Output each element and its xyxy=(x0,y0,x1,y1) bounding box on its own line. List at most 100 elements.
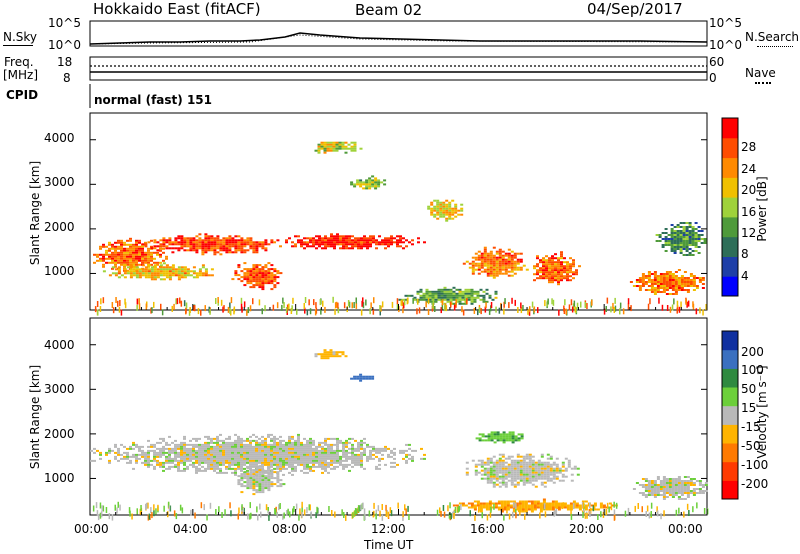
data-cell xyxy=(661,232,665,234)
data-cell xyxy=(516,483,520,486)
data-cell xyxy=(186,467,189,470)
data-cell xyxy=(494,292,498,295)
data-cell xyxy=(455,299,457,306)
data-cell xyxy=(138,268,142,271)
data-cell xyxy=(258,475,262,478)
data-cell xyxy=(597,514,599,520)
data-cell xyxy=(95,502,98,509)
data-cell xyxy=(332,145,336,148)
data-cell xyxy=(554,263,557,266)
data-cell xyxy=(288,463,291,466)
data-cell xyxy=(494,296,498,299)
data-cell xyxy=(476,292,480,295)
data-cell xyxy=(483,252,487,255)
data-cell xyxy=(330,233,333,236)
data-cell xyxy=(487,435,491,438)
data-cell xyxy=(503,506,507,509)
data-cell xyxy=(90,449,93,452)
data-cell xyxy=(369,449,372,452)
data-cell xyxy=(135,247,138,250)
data-cell xyxy=(288,435,291,438)
data-cell xyxy=(671,283,675,285)
data-cell xyxy=(692,478,696,480)
data-cell xyxy=(356,375,360,378)
data-cell xyxy=(186,241,190,244)
data-cell xyxy=(510,479,514,482)
data-cell xyxy=(323,141,327,144)
data-cell xyxy=(553,510,556,517)
data-cell xyxy=(360,447,363,450)
data-cell xyxy=(177,268,181,271)
data-cell xyxy=(492,274,496,277)
data-cell xyxy=(189,457,192,460)
data-cell xyxy=(126,257,129,260)
data-cell xyxy=(309,241,312,244)
data-cell xyxy=(473,500,477,503)
data-cell xyxy=(549,469,553,472)
data-cell xyxy=(525,453,529,456)
data-cell xyxy=(425,292,429,295)
data-cell xyxy=(327,237,330,240)
data-cell xyxy=(519,260,523,263)
data-cell xyxy=(350,145,354,148)
data-cell xyxy=(486,477,490,480)
data-cell xyxy=(329,353,333,356)
data-cell xyxy=(671,494,675,496)
data-cell xyxy=(489,270,493,273)
data-cell xyxy=(141,268,145,271)
data-cell xyxy=(139,508,142,515)
data-cell xyxy=(174,241,178,244)
data-cell xyxy=(204,459,207,462)
data-cell xyxy=(255,249,259,252)
data-cell xyxy=(525,467,529,470)
data-cell xyxy=(493,441,497,444)
data-cell xyxy=(656,283,660,285)
data-cell xyxy=(662,480,666,482)
data-cell xyxy=(563,506,567,509)
data-cell xyxy=(695,480,699,482)
data-cell xyxy=(324,437,327,440)
data-cell xyxy=(273,274,277,277)
data-cell xyxy=(165,441,168,444)
data-cell xyxy=(333,451,336,454)
data-cell xyxy=(312,451,315,454)
data-cell xyxy=(467,288,471,291)
data-cell xyxy=(461,306,463,313)
data-cell xyxy=(677,488,681,490)
data-cell xyxy=(487,439,491,442)
data-cell xyxy=(144,463,147,466)
data-cell xyxy=(689,275,693,277)
data-cell xyxy=(225,245,229,248)
data-cell xyxy=(231,457,234,460)
data-cell xyxy=(174,449,177,452)
data-cell xyxy=(180,461,183,464)
data-cell xyxy=(132,467,135,470)
data-cell xyxy=(195,235,199,238)
data-cell xyxy=(433,205,437,208)
data-cell xyxy=(369,451,372,454)
data-cell xyxy=(542,259,545,262)
velocity-ytick-1000: 1000 xyxy=(44,471,75,485)
data-cell xyxy=(234,433,237,436)
data-cell xyxy=(228,463,231,466)
data-cell xyxy=(396,298,399,305)
data-cell xyxy=(135,241,138,244)
data-cell xyxy=(129,447,132,450)
data-cell xyxy=(291,443,294,446)
data-cell xyxy=(219,249,223,252)
xlabel: Time UT xyxy=(364,538,414,552)
data-cell xyxy=(279,479,283,482)
data-cell xyxy=(261,479,265,482)
data-cell xyxy=(531,469,535,472)
data-cell xyxy=(537,473,541,476)
data-cell xyxy=(156,447,159,450)
data-cell xyxy=(210,457,213,460)
data-cell xyxy=(123,249,126,252)
data-cell xyxy=(156,276,160,279)
data-cell xyxy=(486,260,490,263)
data-cell xyxy=(312,245,315,248)
data-cell xyxy=(177,451,180,454)
data-cell xyxy=(132,270,136,273)
data-cell xyxy=(641,484,645,486)
data-cell xyxy=(324,447,327,450)
